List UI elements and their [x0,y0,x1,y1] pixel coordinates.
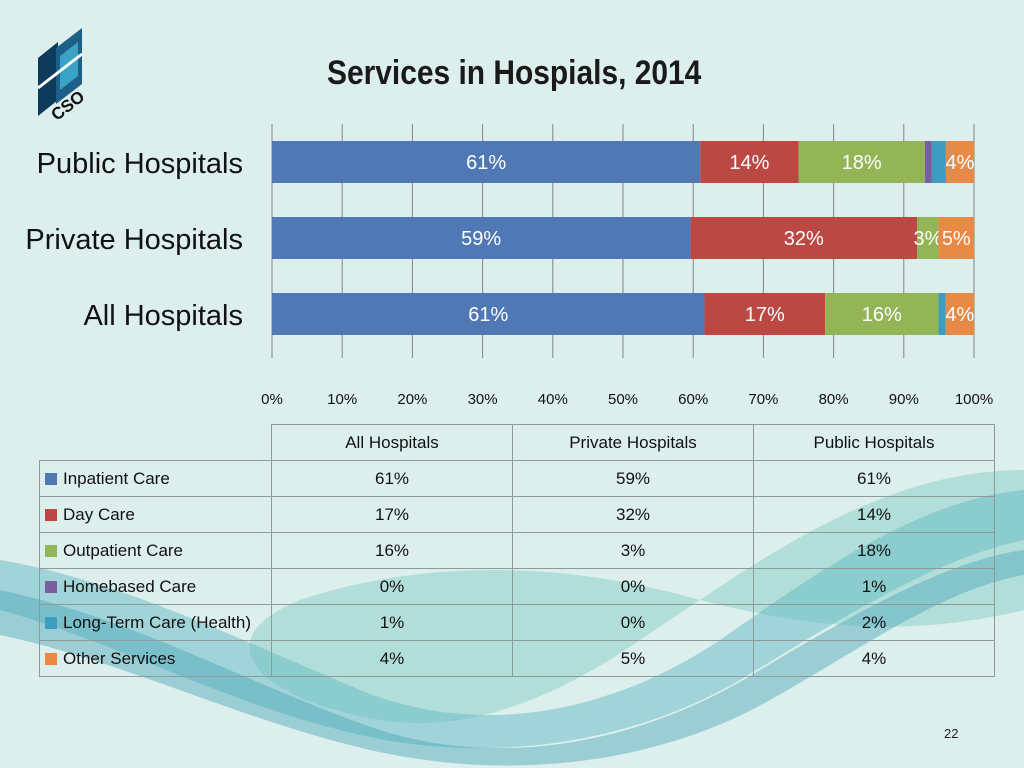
table-cell: 14% [753,496,995,533]
x-tick-label: 10% [327,391,357,408]
category-label: Private Hospitals [25,224,243,256]
table-col-header: Public Hospitals [753,424,995,461]
table-col-header: All Hospitals [271,424,513,461]
data-label: 59% [461,228,501,250]
table-row-label: Inpatient Care [39,460,272,497]
x-tick-label: 70% [748,391,778,408]
legend-swatch-outpatient [45,544,57,557]
table-cell: 18% [753,532,995,569]
chart-title: Services in Hospials, 2014 [327,54,702,92]
x-tick-label: 40% [538,391,568,408]
table-cell: 5% [512,640,754,677]
bar-segment [272,293,705,335]
x-tick-label: 50% [608,391,638,408]
table-cell: 4% [271,640,513,677]
table-row-label: Day Care [39,496,272,533]
data-label: 14% [729,152,769,174]
table-row: Long-Term Care (Health) 1% 0% 2% [39,604,995,641]
stacked-bar-chart: 61% 14% 18% 4% 59% 32% 3% 5% 61% 17% 16% 4% Public … [25,124,993,408]
bar-segment [704,293,826,335]
table-cell: 4% [753,640,995,677]
data-label: 16% [862,304,902,326]
table-cell: 1% [753,568,995,605]
bar-segment [945,141,974,183]
data-table: All Hospitals Private Hospitals Public H… [39,424,995,677]
table-cell: 3% [512,532,754,569]
bar-segment [700,141,799,183]
data-label: 17% [745,304,785,326]
x-tick-label: 20% [397,391,427,408]
data-label: 61% [466,152,506,174]
cso-logo: CSO [37,28,88,120]
legend-swatch-inpatient [45,472,57,485]
table-corner [39,424,272,461]
table-cell: 0% [512,604,754,641]
table-cell: 1% [271,604,513,641]
legend-swatch-other [45,652,57,665]
logo-bars-icon [37,28,83,116]
bar-segment [938,293,946,335]
x-tick-label: 0% [261,391,283,408]
table-cell: 16% [271,532,513,569]
table-cell: 0% [512,568,754,605]
table-cell: 61% [753,460,995,497]
bar-segment [945,293,974,335]
data-label: 5% [942,228,971,250]
bar-segment [938,217,974,259]
x-tick-label: 90% [889,391,919,408]
bar-segment [690,217,918,259]
table-row-label: Homebased Care [39,568,272,605]
bar-segment [924,141,932,183]
table-cell: 17% [271,496,513,533]
legend-swatch-longterm [45,616,57,629]
page-number: 22 [944,726,959,741]
x-tick-label: 100% [955,391,993,408]
table-cell: 61% [271,460,513,497]
table-cell: 32% [512,496,754,533]
legend-swatch-homebased [45,580,57,593]
table-row: Other Services 4% 5% 4% [39,640,995,677]
bar-segment [798,141,925,183]
table-row: Inpatient Care 61% 59% 61% [39,460,995,497]
bar-segment [917,217,939,259]
x-tick-label: 80% [819,391,849,408]
x-tick-label: 30% [468,391,498,408]
table-row-label: Long-Term Care (Health) [39,604,272,641]
table-header-row: All Hospitals Private Hospitals Public H… [39,424,995,461]
bar-segment [931,141,946,183]
category-label: Public Hospitals [37,148,243,180]
table-row: Outpatient Care 16% 3% 18% [39,532,995,569]
data-label: 3% [913,228,942,250]
table-row: Day Care 17% 32% 14% [39,496,995,533]
table-cell: 2% [753,604,995,641]
category-label: All Hospitals [83,300,243,332]
table-row: Homebased Care 0% 0% 1% [39,568,995,605]
data-label: 61% [468,304,508,326]
bar-segment [272,141,701,183]
table-col-header: Private Hospitals [512,424,754,461]
bar-segment [272,217,691,259]
legend-swatch-daycare [45,508,57,521]
data-label: 4% [945,304,974,326]
table-row-label: Other Services [39,640,272,677]
data-label: 18% [842,152,882,174]
x-tick-label: 60% [678,391,708,408]
table-cell: 59% [512,460,754,497]
bar-segment [825,293,939,335]
table-cell: 0% [271,568,513,605]
data-label: 4% [946,152,975,174]
table-row-label: Outpatient Care [39,532,272,569]
data-label: 32% [784,228,824,250]
